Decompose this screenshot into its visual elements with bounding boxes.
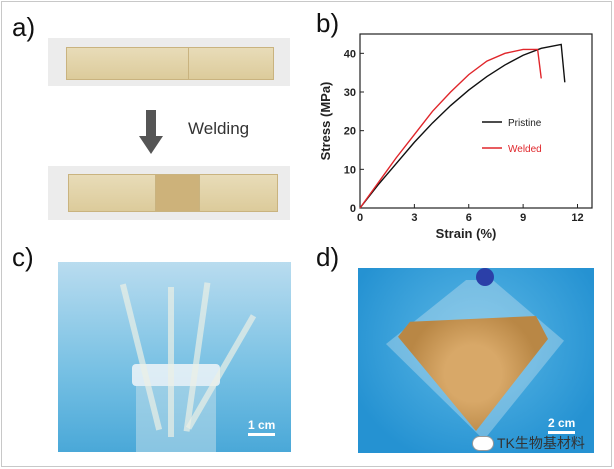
down-arrow-icon xyxy=(139,110,163,154)
wechat-icon xyxy=(472,435,494,451)
series-line-pristine xyxy=(359,43,566,209)
y-tick-label: 40 xyxy=(344,48,356,60)
legend-label: Welded xyxy=(508,144,542,155)
y-tick-label: 0 xyxy=(350,203,356,215)
x-tick-label: 12 xyxy=(571,212,583,224)
welding-label: Welding xyxy=(188,119,250,138)
panel-label-a: a) xyxy=(12,12,36,42)
legend-label: Pristine xyxy=(508,118,542,129)
x-tick-label: 3 xyxy=(411,212,417,224)
photo-separated-strips xyxy=(48,38,290,86)
scale-bar-d: 2 cm xyxy=(548,416,576,434)
panel-label-d: d) xyxy=(316,242,340,272)
scale-bar-c: 1 cm xyxy=(248,418,276,436)
photo-beads-in-bag: 2 cm xyxy=(358,268,594,453)
photo-tubes-in-jar: 1 cm xyxy=(58,262,291,452)
x-axis-label: Strain (%) xyxy=(436,226,497,241)
x-tick-label: 0 xyxy=(357,212,363,224)
photo-welded-strip xyxy=(48,166,290,220)
x-tick-label: 9 xyxy=(520,212,526,224)
x-tick-label: 6 xyxy=(466,212,472,224)
watermark: TK生物基材料 xyxy=(472,433,585,453)
y-tick-label: 20 xyxy=(344,126,356,138)
y-tick-label: 10 xyxy=(344,164,356,176)
panel-label-b: b) xyxy=(316,8,340,38)
y-axis-label: Stress (MPa) xyxy=(318,82,333,161)
panel-label-c: c) xyxy=(12,242,34,272)
series-line-welded xyxy=(359,48,542,209)
y-tick-label: 30 xyxy=(344,87,356,99)
plot-frame xyxy=(359,33,593,209)
stress-strain-chart: 0 3 6 9 12 0 10 20 30 40 Strain (%) Stress (MPa) Pri… xyxy=(318,33,593,241)
